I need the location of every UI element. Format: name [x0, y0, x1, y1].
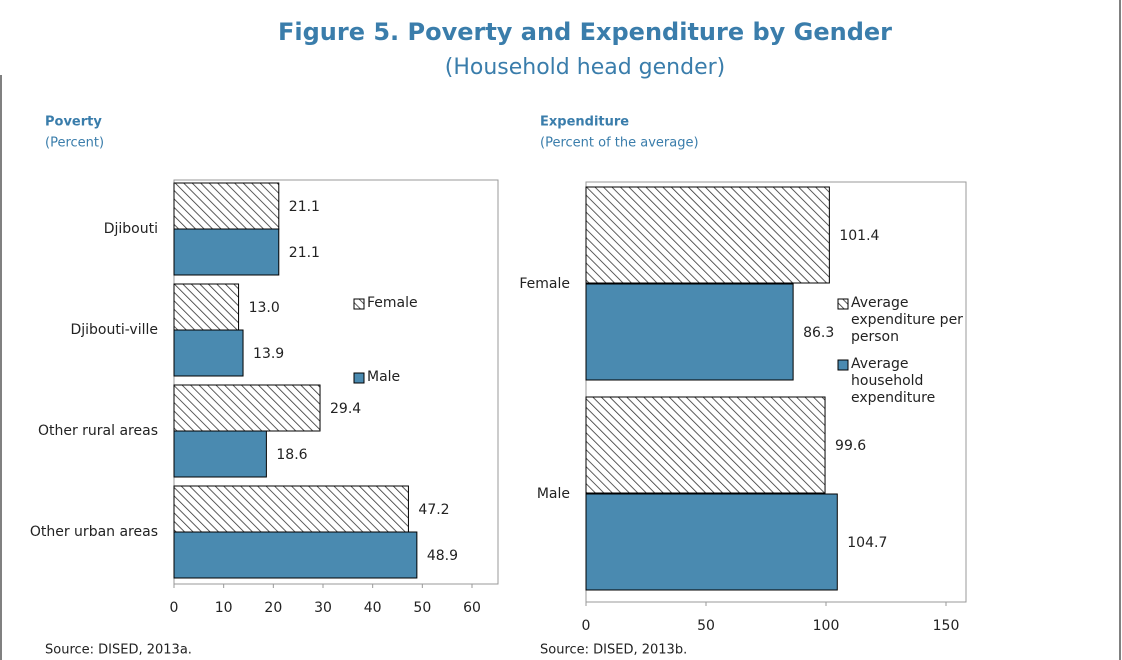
bar: [173, 182, 280, 230]
bar: [585, 186, 830, 284]
category-label: Female: [519, 276, 570, 292]
value-label: 21.1: [289, 199, 320, 215]
bar: [173, 531, 418, 579]
value-label: 48.9: [427, 548, 458, 564]
value-label: 99.6: [835, 438, 866, 454]
legend-swatch: [353, 372, 365, 384]
legend-box: Male: [367, 369, 401, 385]
value-label: 13.0: [249, 300, 280, 316]
bar: [585, 493, 838, 591]
bar: [173, 283, 240, 331]
value-label: 29.4: [330, 401, 361, 417]
legend-label: Average expenditure per person: [851, 295, 963, 345]
figure-title: Figure 5. Poverty and Expenditure by Gen…: [278, 18, 892, 46]
legend-label: Average household expenditure: [851, 356, 936, 406]
legend-swatch: [837, 298, 849, 310]
x-tick-label: 50: [697, 618, 715, 634]
x-tick-label: 150: [933, 618, 960, 634]
value-label: 86.3: [803, 325, 834, 341]
panel-subtitle: (Percent): [45, 136, 104, 151]
legend-label: Female: [367, 295, 418, 311]
legend-swatch: [837, 359, 849, 371]
bar: [173, 329, 244, 377]
x-tick-label: 20: [264, 600, 282, 616]
plot-frame: [585, 181, 967, 603]
bar: [585, 283, 794, 381]
plot-frame: [173, 179, 499, 585]
legend-box: Female: [367, 295, 418, 311]
x-tick-label: 50: [413, 600, 431, 616]
legend-label: Male: [367, 369, 401, 385]
value-label: 21.1: [289, 245, 320, 261]
legend-box: Average household expenditure: [851, 356, 936, 406]
x-tick-label: 40: [364, 600, 382, 616]
legend-box: Average expenditure per person: [851, 295, 963, 345]
category-label: Djibouti: [104, 221, 158, 237]
bar: [173, 228, 280, 276]
panel-title: Expenditure: [540, 115, 629, 130]
legend-swatch: [353, 298, 365, 310]
x-tick-label: 0: [582, 618, 591, 634]
category-label: Other rural areas: [38, 423, 158, 439]
value-label: 18.6: [276, 447, 307, 463]
bar: [585, 396, 826, 494]
value-label: 13.9: [253, 346, 284, 362]
source: Source: DISED, 2013a.: [45, 643, 192, 658]
source: Source: DISED, 2013b.: [540, 643, 687, 658]
panel-subtitle: (Percent of the average): [540, 136, 699, 151]
x-tick-label: 100: [813, 618, 840, 634]
value-label: 101.4: [839, 228, 879, 244]
x-tick-label: 60: [463, 600, 481, 616]
category-label: Djibouti-ville: [70, 322, 158, 338]
category-label: Other urban areas: [30, 524, 158, 540]
bar: [173, 384, 321, 432]
panel-title: Poverty: [45, 115, 102, 130]
bar: [173, 430, 267, 478]
figure-subtitle: (Household head gender): [445, 55, 726, 80]
bar: [173, 485, 409, 533]
value-label: 104.7: [847, 535, 887, 551]
x-tick-label: 0: [170, 600, 179, 616]
x-tick-label: 30: [314, 600, 332, 616]
category-label: Male: [537, 486, 570, 502]
value-label: 47.2: [418, 502, 449, 518]
x-tick-label: 10: [215, 600, 233, 616]
